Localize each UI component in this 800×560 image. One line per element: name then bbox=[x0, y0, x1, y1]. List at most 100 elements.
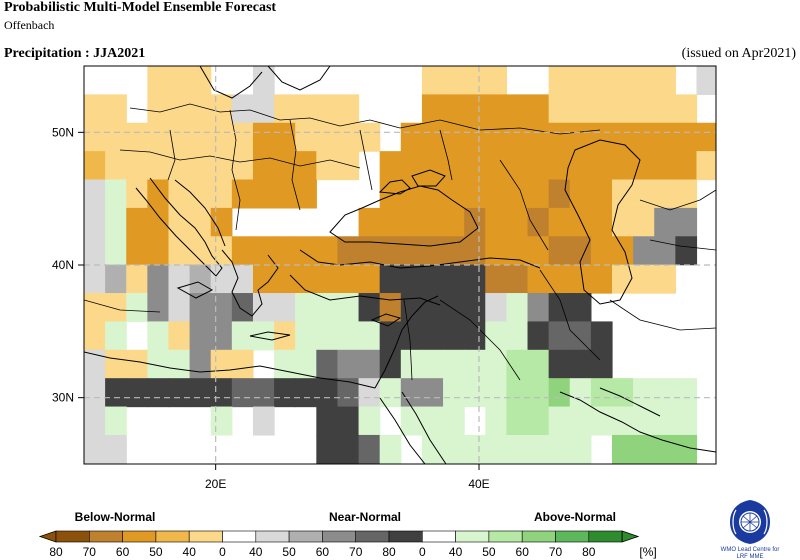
forecast-cell bbox=[548, 207, 571, 237]
forecast-cell bbox=[231, 321, 254, 351]
forecast-cell bbox=[84, 236, 106, 266]
forecast-cell bbox=[696, 151, 716, 181]
forecast-cell bbox=[421, 207, 444, 237]
forecast-cell bbox=[527, 349, 550, 379]
forecast-cell bbox=[485, 66, 507, 95]
legend-tick-label: 40 bbox=[249, 545, 263, 559]
legend-tick-label: 60 bbox=[116, 545, 130, 559]
forecast-cell bbox=[633, 434, 655, 464]
forecast-cell bbox=[548, 349, 571, 379]
forecast-cell bbox=[633, 378, 655, 408]
forecast-cell bbox=[464, 179, 486, 209]
forecast-cell bbox=[443, 179, 465, 209]
forecast-cell bbox=[231, 293, 254, 323]
forecast-cell bbox=[400, 378, 423, 408]
forecast-cell bbox=[464, 151, 486, 181]
forecast-cell bbox=[527, 264, 550, 294]
forecast-cell bbox=[485, 406, 507, 436]
forecast-cell bbox=[274, 122, 296, 152]
forecast-cell bbox=[295, 94, 317, 124]
wmo-emblem-icon bbox=[730, 500, 770, 544]
forecast-cell bbox=[400, 236, 423, 266]
forecast-cell bbox=[527, 179, 550, 209]
forecast-cell bbox=[147, 151, 170, 181]
forecast-cell bbox=[189, 94, 212, 124]
forecast-cell bbox=[168, 151, 191, 181]
forecast-cell bbox=[654, 66, 676, 95]
forecast-cell bbox=[464, 264, 486, 294]
forecast-cell bbox=[612, 66, 634, 95]
forecast-cell bbox=[189, 293, 212, 323]
forecast-cell bbox=[548, 236, 571, 266]
legend-swatch bbox=[488, 530, 523, 543]
forecast-cell bbox=[633, 179, 655, 209]
forecast-cell bbox=[231, 94, 254, 124]
forecast-cell bbox=[105, 122, 127, 152]
legend-swatch bbox=[322, 530, 356, 543]
legend-swatch bbox=[455, 530, 490, 543]
forecast-cell bbox=[527, 434, 550, 464]
forecast-cell bbox=[527, 94, 550, 124]
legend-tick-label: 50 bbox=[149, 545, 163, 559]
forecast-cell bbox=[358, 406, 381, 436]
forecast-cell bbox=[443, 349, 465, 379]
forecast-cell bbox=[675, 236, 698, 266]
forecast-cell bbox=[295, 293, 317, 323]
legend-below-normal: Below-Normal bbox=[75, 510, 156, 524]
forecast-cell bbox=[295, 236, 317, 266]
forecast-cell bbox=[612, 378, 634, 408]
forecast-cell bbox=[337, 236, 360, 266]
legend-swatch bbox=[255, 530, 290, 543]
forecast-cell bbox=[231, 122, 254, 152]
variable-label: Precipitation : JJA2021 bbox=[4, 46, 146, 61]
forecast-cell bbox=[337, 349, 360, 379]
legend-swatch bbox=[388, 530, 423, 543]
forecast-cell bbox=[274, 151, 296, 181]
forecast-cell bbox=[358, 434, 381, 464]
x-tick-label: 20E bbox=[205, 477, 226, 491]
forecast-cell bbox=[84, 264, 106, 294]
forecast-cell bbox=[443, 94, 465, 124]
forecast-cell bbox=[337, 378, 360, 408]
legend-tick-label: 0 bbox=[219, 545, 226, 559]
legend-swatch bbox=[122, 530, 157, 543]
forecast-cell bbox=[569, 321, 592, 351]
forecast-cell bbox=[84, 378, 106, 408]
forecast-cell bbox=[126, 207, 148, 237]
forecast-cell bbox=[147, 207, 170, 237]
forecast-cell bbox=[506, 321, 529, 351]
forecast-cell bbox=[569, 179, 592, 209]
forecast-cell bbox=[527, 321, 550, 351]
forecast-cell bbox=[675, 94, 698, 124]
forecast-cell bbox=[506, 151, 529, 181]
forecast-cell bbox=[147, 66, 170, 95]
forecast-cell bbox=[443, 66, 465, 95]
forecast-cell bbox=[231, 236, 254, 266]
forecast-cell bbox=[358, 321, 381, 351]
forecast-cell bbox=[485, 293, 507, 323]
logo-line-1: WMO Lead Centre for bbox=[721, 547, 780, 553]
forecast-cell bbox=[548, 378, 571, 408]
legend-swatch bbox=[89, 530, 123, 543]
forecast-cell bbox=[168, 378, 191, 408]
forecast-cell bbox=[590, 66, 613, 95]
forecast-cell bbox=[633, 94, 655, 124]
forecast-cell bbox=[168, 293, 191, 323]
forecast-cell bbox=[126, 349, 148, 379]
forecast-cell bbox=[696, 122, 716, 152]
forecast-cell bbox=[274, 236, 296, 266]
forecast-cell bbox=[421, 406, 444, 436]
forecast-cell bbox=[485, 207, 507, 237]
forecast-cell bbox=[506, 378, 529, 408]
forecast-cell bbox=[590, 207, 613, 237]
forecast-cell bbox=[633, 406, 655, 436]
forecast-cell bbox=[443, 151, 465, 181]
forecast-cell bbox=[105, 151, 127, 181]
forecast-cell bbox=[506, 207, 529, 237]
forecast-cell bbox=[358, 122, 381, 152]
forecast-cell bbox=[654, 207, 676, 237]
forecast-cell bbox=[633, 264, 655, 294]
forecast-cell bbox=[252, 122, 275, 152]
forecast-cell bbox=[569, 264, 592, 294]
legend-tick-label: 80 bbox=[382, 545, 396, 559]
